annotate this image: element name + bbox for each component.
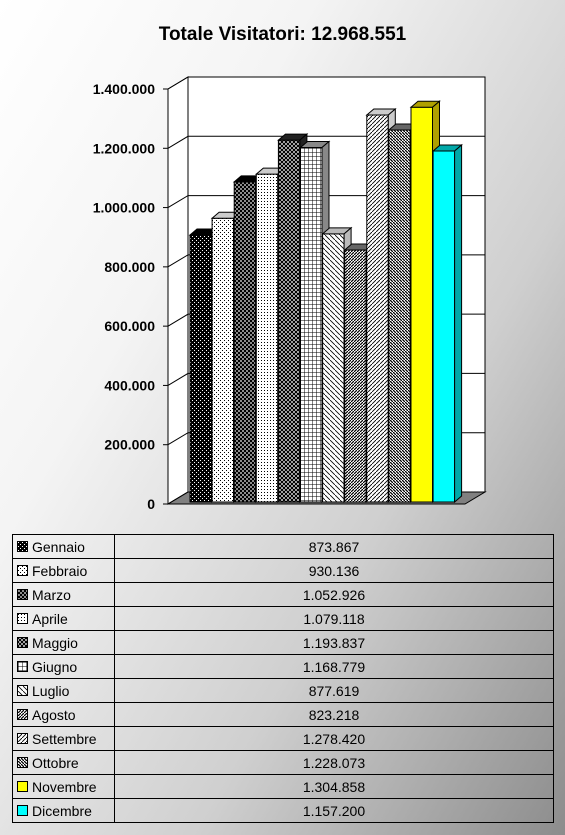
data-value: 1.052.926 xyxy=(114,582,554,607)
data-table: Gennaio 873.867 Febbraio 930.136 Marzo 1.052.… xyxy=(12,534,554,823)
bar-front xyxy=(233,181,257,503)
legend-swatch xyxy=(17,781,28,793)
legend-label: Marzo xyxy=(32,586,71,603)
chart-bars xyxy=(188,100,463,504)
bar-front xyxy=(322,233,345,503)
legend-swatch xyxy=(17,757,28,769)
legend-label: Settembre xyxy=(32,730,97,747)
y-tick-label: 600.000 xyxy=(104,318,155,334)
bar-front xyxy=(300,147,323,503)
legend-swatch xyxy=(17,733,28,745)
legend-label: Gennaio xyxy=(32,538,85,555)
legend-swatch xyxy=(17,685,28,697)
bar-chart: 0 200.000 400.000 600.000 800.000 1.000.000 1.… xyxy=(93,76,487,512)
legend-swatch xyxy=(17,565,28,577)
table-row: Maggio 1.193.837 xyxy=(12,630,554,655)
bar xyxy=(431,143,463,504)
legend-label: Maggio xyxy=(32,634,78,651)
bar-front xyxy=(432,150,456,503)
bar-front xyxy=(277,139,301,503)
legend-label: Dicembre xyxy=(32,802,92,819)
data-value: 1.228.073 xyxy=(114,750,554,775)
data-value: 877.619 xyxy=(114,678,554,703)
legend-label: Aprile xyxy=(32,610,68,627)
y-tick-label: 0 xyxy=(147,496,155,512)
y-tick-label: 800.000 xyxy=(104,259,155,275)
legend-swatch xyxy=(17,709,28,721)
data-value: 1.193.837 xyxy=(114,630,554,655)
legend-label: Febbraio xyxy=(32,562,88,579)
legend-swatch xyxy=(17,805,28,817)
legend-swatch xyxy=(17,589,28,601)
data-value: 873.867 xyxy=(114,534,554,559)
bar-front xyxy=(388,129,411,503)
table-row: Aprile 1.079.118 xyxy=(12,606,554,631)
table-row: Ottobre 1.228.073 xyxy=(12,750,554,775)
y-tick-label: 200.000 xyxy=(104,437,155,453)
y-tick-label: 1.400.000 xyxy=(93,81,155,97)
table-row: Giugno 1.168.779 xyxy=(12,654,554,679)
data-value: 823.218 xyxy=(114,702,554,727)
legend-label: Ottobre xyxy=(32,754,79,771)
legend-swatch xyxy=(17,613,28,625)
bar-front xyxy=(255,173,279,503)
chart-title: Totale Visitatori: 12.968.551 xyxy=(158,24,407,45)
bar-front xyxy=(211,217,235,503)
legend-label: Giugno xyxy=(32,658,78,675)
data-value: 1.079.118 xyxy=(114,606,554,631)
table-row: Gennaio 873.867 xyxy=(12,534,554,559)
y-tick-label: 1.200.000 xyxy=(93,140,155,156)
legend-label: Agosto xyxy=(32,706,76,723)
y-tick-label: 1.000.000 xyxy=(93,200,155,216)
bar-front xyxy=(366,114,389,503)
legend-swatch xyxy=(17,637,28,649)
data-value: 1.168.779 xyxy=(114,654,554,679)
data-value: 1.157.200 xyxy=(114,798,554,823)
data-value: 1.278.420 xyxy=(114,726,554,751)
data-value: 1.304.858 xyxy=(114,774,554,799)
bar-side xyxy=(454,143,463,504)
legend-label: Luglio xyxy=(32,682,70,699)
legend-swatch xyxy=(17,661,28,673)
bar-front xyxy=(410,106,433,503)
data-value: 930.136 xyxy=(114,558,554,583)
bar-front xyxy=(189,234,212,503)
legend-label: Novembre xyxy=(32,778,97,795)
table-row: Marzo 1.052.926 xyxy=(12,582,554,607)
table-row: Luglio 877.619 xyxy=(12,678,554,703)
legend-swatch xyxy=(17,541,28,553)
y-tick-label: 400.000 xyxy=(104,377,155,393)
table-row: Settembre 1.278.420 xyxy=(12,726,554,751)
table-row: Novembre 1.304.858 xyxy=(12,774,554,799)
table-row: Febbraio 930.136 xyxy=(12,558,554,583)
gridline xyxy=(167,76,485,90)
table-row: Dicembre 1.157.200 xyxy=(12,798,554,823)
bar-front xyxy=(344,249,367,503)
table-row: Agosto 823.218 xyxy=(12,702,554,727)
